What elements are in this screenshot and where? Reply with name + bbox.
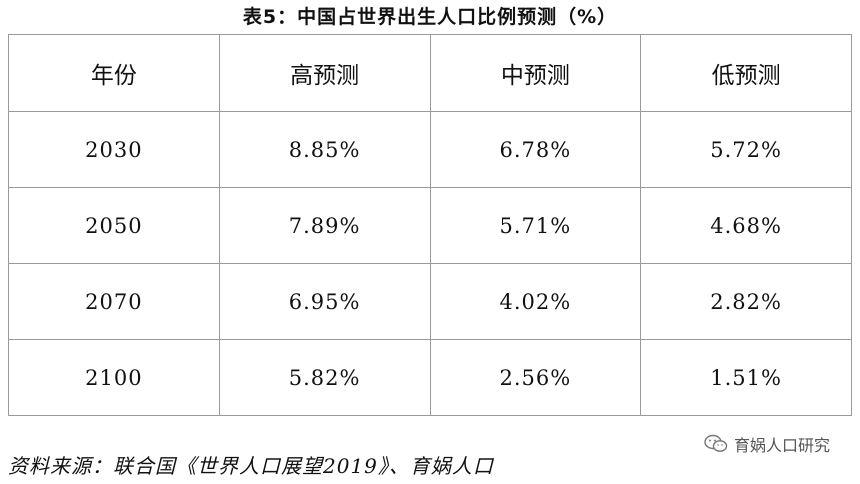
- cell: 2070: [8, 263, 220, 340]
- row: 2070 6.95% 4.02% 2.82%: [8, 263, 852, 340]
- row: 2100 5.82% 2.56% 1.51%: [8, 339, 852, 416]
- cell: 4.02%: [429, 263, 642, 340]
- source-note: 资料来源：联合国《世界人口展望2019》、育娲人口: [8, 454, 494, 478]
- cell: 5.72%: [640, 111, 852, 188]
- cell: 2.82%: [640, 263, 852, 340]
- header-cell: 中预测: [429, 34, 642, 112]
- cell: 2.56%: [429, 339, 642, 416]
- header-cell: 低预测: [640, 34, 852, 112]
- header-cell: 高预测: [218, 34, 431, 112]
- cell: 7.89%: [218, 187, 431, 264]
- cell: 1.51%: [640, 339, 852, 416]
- wechat-icon: [704, 434, 728, 452]
- cell: 6.95%: [218, 263, 431, 340]
- cell: 5.71%: [429, 187, 642, 264]
- cell: 2050: [8, 187, 220, 264]
- cell: 2030: [8, 111, 220, 188]
- cell: 5.82%: [218, 339, 431, 416]
- header-row: 年份 高预测 中预测 低预测: [8, 34, 852, 112]
- cell: 2100: [8, 339, 220, 416]
- cell: 8.85%: [218, 111, 431, 188]
- table-title: 表5：中国占世界出生人口比例预测（%）: [242, 6, 618, 28]
- cell: 4.68%: [640, 187, 852, 264]
- row: 2030 8.85% 6.78% 5.72%: [8, 111, 852, 188]
- cell: 6.78%: [429, 111, 642, 188]
- table: 年份 高预测 中预测 低预测 2030 8.85% 6.78% 5.72% 20…: [8, 34, 852, 416]
- watermark-text: 育娲人口研究: [733, 436, 830, 455]
- watermark: 育娲人口研究: [704, 432, 830, 456]
- row: 2050 7.89% 5.71% 4.68%: [8, 187, 852, 264]
- header-cell: 年份: [8, 34, 220, 112]
